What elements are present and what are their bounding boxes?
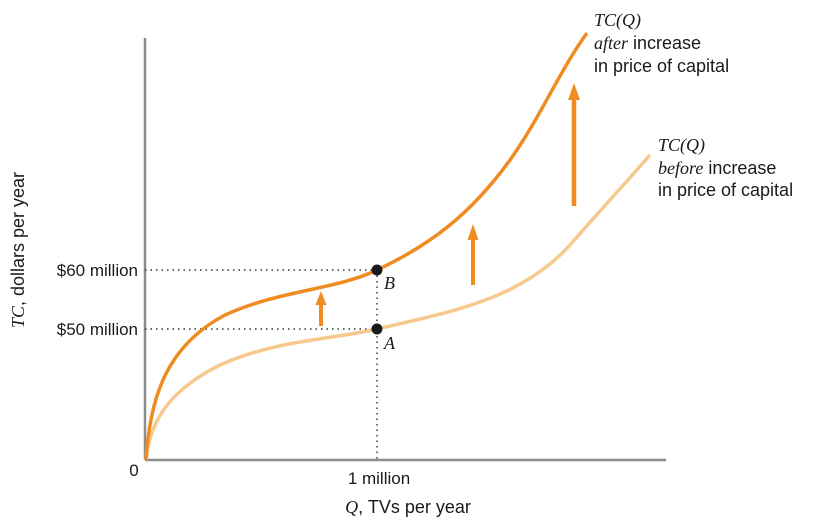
shift-arrow-2: [467, 224, 479, 240]
curve-label-before-line2: before increase: [658, 158, 776, 178]
shift-arrow-1: [315, 291, 327, 305]
curve-label-after-italic: after: [594, 33, 629, 53]
curve-label-after-rest: increase: [628, 33, 701, 53]
curve-label-before-line3: in price of capital: [658, 180, 793, 200]
y-axis-title: TC, dollars per year: [8, 172, 28, 328]
curve-label-before-italic: before: [658, 158, 703, 178]
y-tick-label-60m: $60 million: [57, 261, 138, 280]
y-axis-title-rest: , dollars per year: [8, 172, 28, 306]
curve-label-before-line1: TC(Q): [658, 135, 705, 156]
curve-label-after-line3: in price of capital: [594, 56, 729, 76]
point-label-a: A: [383, 333, 396, 353]
x-axis-title-rest: , TVs per year: [358, 497, 471, 517]
x-tick-label-1m: 1 million: [348, 469, 410, 488]
shift-arrow-3: [568, 83, 580, 100]
curve-label-after-line1: TC(Q): [594, 10, 641, 31]
point-a: [371, 323, 383, 335]
y-axis-title-var: TC: [8, 305, 28, 328]
tc-curve-after: [144, 31, 589, 461]
curve-label-before-rest: increase: [703, 158, 776, 178]
x-axis-title: Q, TVs per year: [345, 497, 471, 517]
curve-label-after-line2: after increase: [594, 33, 701, 53]
point-b: [371, 264, 383, 276]
shift-arrows: [315, 83, 580, 326]
x-axis-title-var: Q: [345, 497, 358, 517]
origin-label: 0: [129, 461, 138, 480]
point-label-b: B: [384, 273, 395, 293]
y-tick-label-50m: $50 million: [57, 320, 138, 339]
